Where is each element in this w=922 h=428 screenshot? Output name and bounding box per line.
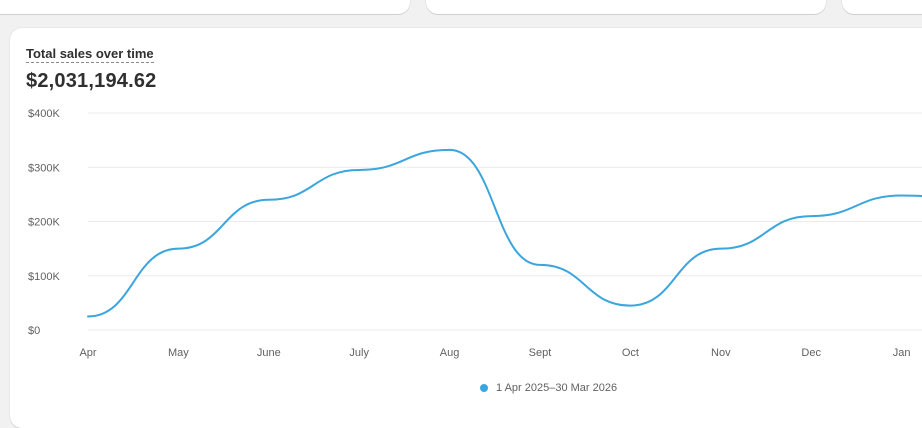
summary-card-2 bbox=[426, 0, 826, 14]
x-tick-label: Aug bbox=[440, 347, 460, 359]
total-sales-value: $2,031,194.62 bbox=[26, 70, 157, 92]
x-tick-label: Jan bbox=[893, 347, 911, 359]
summary-card-1 bbox=[0, 0, 410, 14]
x-tick-label: Apr bbox=[79, 347, 96, 359]
chart-legend[interactable]: 1 Apr 2025–30 Mar 2026 bbox=[480, 382, 617, 394]
x-tick-label: Sept bbox=[529, 347, 552, 359]
line-chart: $400K $300K $200K $100K $0 Apr May June July Aug… bbox=[28, 108, 922, 359]
legend-label: 1 Apr 2025–30 Mar 2026 bbox=[496, 382, 618, 394]
sales-series-line[interactable] bbox=[87, 148, 922, 318]
y-tick-label: $400K bbox=[28, 108, 60, 120]
x-tick-label: Dec bbox=[801, 347, 821, 359]
x-tick-label: July bbox=[349, 347, 369, 359]
x-tick-label: Oct bbox=[622, 347, 639, 359]
x-tick-label: June bbox=[257, 347, 281, 359]
chart-title[interactable]: Total sales over time bbox=[26, 46, 154, 63]
x-tick-label: May bbox=[168, 347, 189, 359]
y-tick-label: $300K bbox=[28, 162, 60, 174]
summary-card-3 bbox=[842, 0, 922, 14]
legend-dot-icon bbox=[480, 384, 488, 392]
y-tick-label: $0 bbox=[28, 325, 40, 337]
sales-chart-card: Total sales over time $2,031,194.62 $400… bbox=[10, 28, 922, 428]
y-tick-label: $200K bbox=[28, 217, 60, 229]
y-tick-label: $100K bbox=[28, 271, 60, 283]
x-tick-label: Nov bbox=[711, 347, 731, 359]
